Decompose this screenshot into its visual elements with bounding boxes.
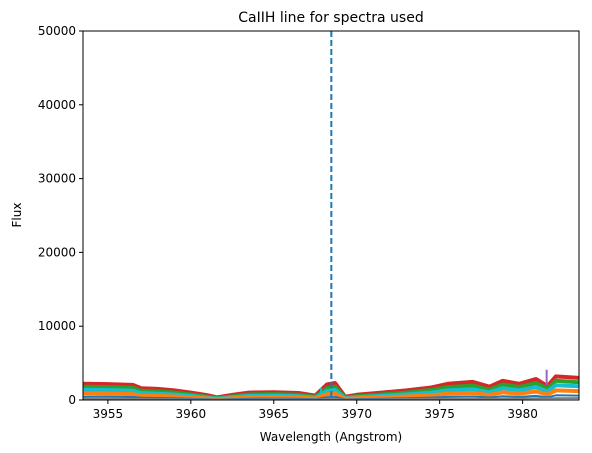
x-axis-label: Wavelength (Angstrom) <box>260 430 402 444</box>
x-tick-label: 3975 <box>424 407 455 421</box>
x-tick-label: 3980 <box>507 407 538 421</box>
x-tick-label: 3970 <box>341 407 372 421</box>
y-tick-label: 0 <box>68 393 76 407</box>
y-axis-label: Flux <box>10 203 24 228</box>
x-tick-label: 3955 <box>93 407 124 421</box>
x-tick-label: 3960 <box>176 407 207 421</box>
plot-frame <box>82 30 580 401</box>
y-tick-label: 10000 <box>38 319 76 333</box>
y-tick-label: 50000 <box>38 24 76 38</box>
y-tick-label: 40000 <box>38 98 76 112</box>
x-tick-label: 3965 <box>258 407 289 421</box>
y-axis-ticks: 0 10000 20000 30000 40000 50000 <box>38 24 83 407</box>
y-tick-label: 30000 <box>38 172 76 186</box>
series-line-5 <box>83 397 579 400</box>
y-tick-label: 20000 <box>38 245 76 259</box>
chart-title: CaIIH line for spectra used <box>238 10 423 26</box>
series-line-2 <box>83 383 579 400</box>
x-axis-ticks: 3955 3960 3965 3970 3975 3980 <box>93 400 538 421</box>
